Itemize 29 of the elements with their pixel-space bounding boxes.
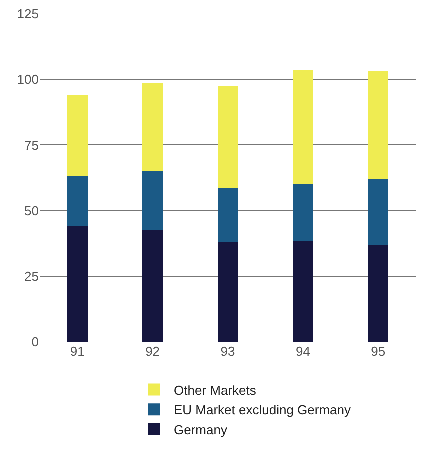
bar bbox=[368, 179, 389, 245]
x-tick-label: 92 bbox=[146, 344, 160, 359]
bar bbox=[218, 86, 238, 188]
y-tick-label: 0 bbox=[32, 334, 39, 350]
bar bbox=[293, 240, 314, 342]
bar bbox=[142, 230, 163, 342]
x-tick-label: 94 bbox=[296, 344, 310, 359]
bar bbox=[67, 95, 88, 177]
y-tick-label: 100 bbox=[17, 72, 39, 88]
x-tick-label: 91 bbox=[70, 344, 85, 359]
bar bbox=[218, 188, 238, 242]
y-tick-label: 75 bbox=[24, 138, 39, 153]
bar bbox=[368, 72, 389, 180]
y-tick-label: 25 bbox=[24, 268, 39, 284]
y-tick-label: 50 bbox=[24, 203, 39, 218]
bar bbox=[293, 184, 314, 241]
bar bbox=[293, 70, 314, 185]
legend-label: EU Market excluding Germany bbox=[174, 402, 352, 418]
bar bbox=[368, 244, 389, 342]
y-tick-label: 125 bbox=[17, 6, 39, 22]
bar bbox=[67, 176, 88, 227]
bar bbox=[142, 84, 163, 172]
legend-label: Germany bbox=[174, 422, 228, 438]
bar bbox=[218, 242, 238, 342]
legend-label: Other Markets bbox=[174, 382, 257, 398]
bar bbox=[67, 226, 88, 342]
bar bbox=[142, 171, 163, 230]
x-tick-label: 93 bbox=[220, 344, 236, 359]
x-tick-label: 95 bbox=[371, 344, 386, 359]
